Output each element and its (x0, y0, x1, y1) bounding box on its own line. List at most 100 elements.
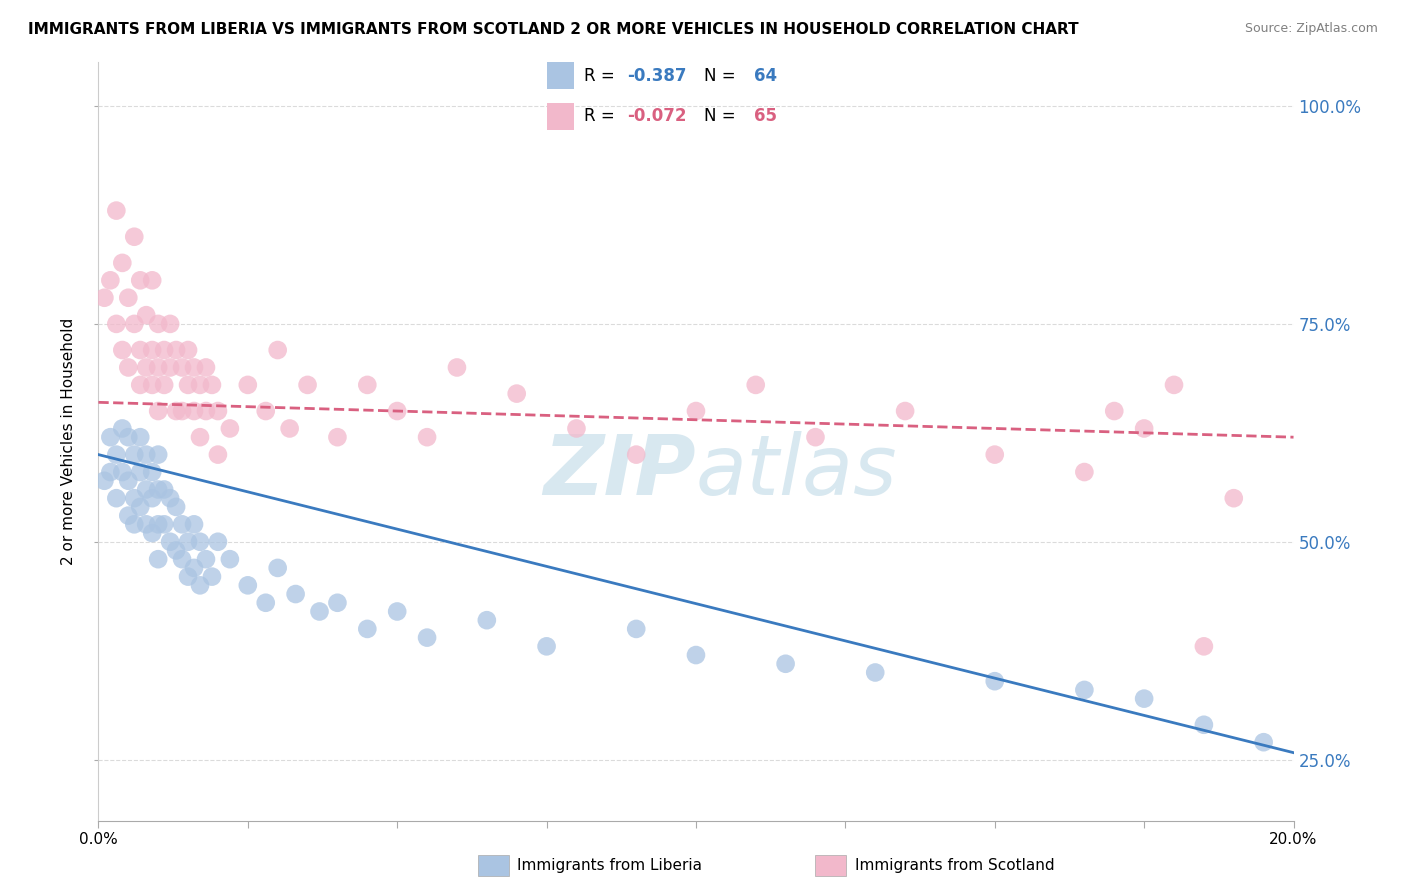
Point (117, 291, 139, 305)
Point (141, 343, 163, 357)
Point (984, 448, 1007, 462)
Point (1073, 682, 1095, 697)
Point (1163, 377, 1185, 392)
Point (141, 491, 163, 506)
Point (183, 360, 205, 375)
Text: Immigrants from Liberia: Immigrants from Liberia (517, 858, 703, 872)
Point (124, 448, 146, 462)
Point (135, 448, 157, 462)
Bar (478, 855, 509, 876)
Point (188, 430, 211, 444)
Text: atlas: atlas (696, 432, 897, 512)
Point (626, 448, 648, 462)
Point (172, 360, 194, 375)
Point (148, 483, 170, 497)
Point (201, 569, 224, 583)
Y-axis label: 2 or more Vehicles in Household: 2 or more Vehicles in Household (60, 318, 76, 566)
Point (1223, 491, 1246, 506)
Text: IMMIGRANTS FROM LIBERIA VS IMMIGRANTS FROM SCOTLAND 2 OR MORE VEHICLES IN HOUSEH: IMMIGRANTS FROM LIBERIA VS IMMIGRANTS FR… (28, 22, 1078, 37)
Point (111, 421, 134, 435)
Point (148, 360, 170, 375)
Point (141, 377, 163, 392)
Point (148, 517, 170, 532)
Point (183, 517, 205, 532)
Point (105, 448, 128, 462)
Point (117, 430, 139, 444)
Point (93, 291, 115, 305)
Point (188, 578, 211, 592)
Point (416, 631, 439, 645)
Text: 65: 65 (754, 107, 778, 125)
Point (105, 317, 128, 331)
Point (775, 657, 797, 671)
Text: R =: R = (583, 107, 620, 125)
Point (536, 640, 558, 654)
Point (129, 500, 152, 514)
Point (267, 343, 290, 357)
Point (129, 273, 152, 287)
Point (148, 317, 170, 331)
Point (159, 491, 181, 506)
Point (98, 430, 122, 444)
Point (148, 552, 170, 566)
Point (117, 360, 139, 375)
Point (195, 552, 218, 566)
Point (356, 622, 378, 636)
Point (153, 343, 176, 357)
Point (159, 317, 181, 331)
Point (135, 483, 157, 497)
Point (195, 360, 218, 375)
Point (148, 448, 170, 462)
Point (183, 561, 205, 575)
Point (565, 421, 588, 435)
Point (148, 404, 170, 418)
Point (626, 622, 648, 636)
Point (804, 430, 827, 444)
Point (183, 404, 205, 418)
Point (267, 561, 290, 575)
Point (195, 404, 218, 418)
Point (159, 360, 181, 375)
Point (297, 377, 319, 392)
Point (153, 377, 176, 392)
Point (124, 317, 146, 331)
Text: -0.072: -0.072 (627, 107, 686, 125)
Point (117, 474, 139, 488)
Text: 64: 64 (754, 67, 778, 85)
Point (254, 404, 277, 418)
Point (124, 491, 146, 506)
Point (201, 377, 224, 392)
Point (141, 526, 163, 541)
Point (326, 596, 349, 610)
Point (284, 587, 307, 601)
Point (165, 343, 187, 357)
Point (135, 308, 157, 322)
Text: Immigrants from Scotland: Immigrants from Scotland (855, 858, 1054, 872)
Bar (547, 103, 575, 130)
Point (446, 360, 468, 375)
Point (172, 404, 194, 418)
Point (172, 552, 194, 566)
Point (129, 377, 152, 392)
Point (124, 517, 146, 532)
Point (93, 474, 115, 488)
Point (177, 534, 200, 549)
Point (124, 229, 146, 244)
Point (105, 203, 128, 218)
Point (135, 517, 157, 532)
Point (1073, 465, 1095, 479)
Point (98, 465, 122, 479)
Point (475, 613, 498, 627)
Point (207, 448, 229, 462)
Point (219, 552, 242, 566)
Point (129, 465, 152, 479)
Point (416, 430, 439, 444)
Point (326, 430, 349, 444)
Point (188, 534, 211, 549)
Text: N =: N = (704, 107, 741, 125)
Point (278, 421, 301, 435)
Point (153, 517, 176, 532)
Point (308, 605, 330, 619)
Point (236, 377, 259, 392)
Point (865, 665, 887, 680)
